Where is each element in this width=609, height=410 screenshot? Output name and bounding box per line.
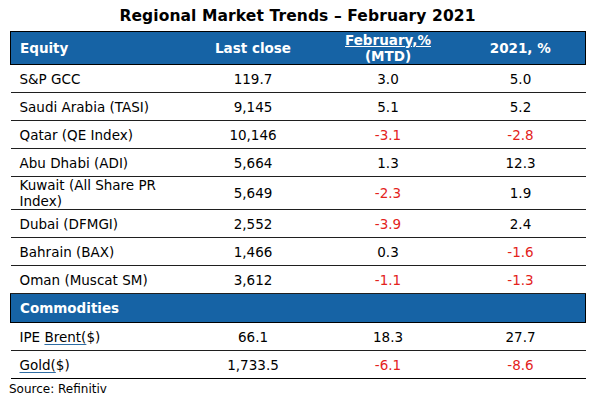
column-header-2021: 2021, %: [456, 32, 586, 65]
page-title: Regional Market Trends – February 2021: [10, 7, 585, 25]
value-cell: -2.3: [321, 177, 456, 210]
value-cell: 5.0: [456, 65, 586, 93]
value-cell: 27.7: [456, 323, 586, 351]
column-header-equity: Equity: [11, 32, 186, 65]
column-header-last-close: Last close: [186, 32, 321, 65]
value-cell: 12.3: [456, 149, 586, 177]
table-header: Equity Last close February,% (MTD) 2021,…: [11, 32, 586, 65]
row-name-cell: Dubai (DFMGI): [11, 210, 186, 238]
row-name-cell: Saudi Arabia (TASI): [11, 93, 186, 121]
value-cell: 2.4: [456, 210, 586, 238]
equity-rows: S&P GCC119.73.05.0Saudi Arabia (TASI)9,1…: [11, 65, 586, 294]
commodities-section-header: Commodities: [11, 294, 586, 323]
table-row: Gold($)1,733.5-6.1-8.6: [11, 351, 586, 379]
value-cell: 66.1: [186, 323, 321, 351]
table-row: Kuwait (All Share PR Index)5,649-2.31.9: [11, 177, 586, 210]
market-trends-table: Equity Last close February,% (MTD) 2021,…: [10, 31, 586, 379]
value-cell: -2.8: [456, 121, 586, 149]
report-page: Regional Market Trends – February 2021 E…: [0, 7, 609, 410]
row-name-cell: Gold($): [11, 351, 186, 379]
value-cell: -1.1: [321, 266, 456, 294]
row-name-cell: Kuwait (All Share PR Index): [11, 177, 186, 210]
value-cell: 3.0: [321, 65, 456, 93]
value-cell: 5,649: [186, 177, 321, 210]
table-row: S&P GCC119.73.05.0: [11, 65, 586, 93]
table-row: Dubai (DFMGI)2,552-3.92.4: [11, 210, 586, 238]
value-cell: 1.3: [321, 149, 456, 177]
name-part: $): [56, 357, 70, 373]
column-header-february-mtd: February,% (MTD): [321, 32, 456, 65]
value-cell: 5.2: [456, 93, 586, 121]
table-row: Qatar (QE Index)10,146-3.1-2.8: [11, 121, 586, 149]
value-cell: -1.6: [456, 238, 586, 266]
source-note: Source: Refinitiv: [9, 382, 609, 396]
value-cell: 119.7: [186, 65, 321, 93]
value-cell: 18.3: [321, 323, 456, 351]
name-part: IPE: [20, 329, 45, 345]
row-name-cell: Abu Dhabi (ADI): [11, 149, 186, 177]
value-cell: -8.6: [456, 351, 586, 379]
table-row: Saudi Arabia (TASI)9,1455.15.2: [11, 93, 586, 121]
february-underlined-label: February,%: [345, 32, 431, 48]
row-name-cell: S&P GCC: [11, 65, 186, 93]
commodity-rows: IPE Brent($)66.118.327.7Gold($)1,733.5-6…: [11, 323, 586, 379]
mtd-label: (MTD): [365, 48, 411, 64]
value-cell: 1,466: [186, 238, 321, 266]
table-row: Oman (Muscat SM)3,612-1.1-1.3: [11, 266, 586, 294]
underlined-name-part: Brent(: [44, 329, 86, 345]
row-name-cell: Oman (Muscat SM): [11, 266, 186, 294]
row-name-cell: IPE Brent($): [11, 323, 186, 351]
value-cell: 2,552: [186, 210, 321, 238]
value-cell: 3,612: [186, 266, 321, 294]
table-row: Abu Dhabi (ADI)5,6641.312.3: [11, 149, 586, 177]
header-row: Equity Last close February,% (MTD) 2021,…: [11, 32, 586, 65]
name-part: $): [86, 329, 100, 345]
value-cell: 5,664: [186, 149, 321, 177]
value-cell: 10,146: [186, 121, 321, 149]
value-cell: -1.3: [456, 266, 586, 294]
value-cell: 0.3: [321, 238, 456, 266]
underlined-name-part: Gold(: [20, 357, 56, 373]
value-cell: 5.1: [321, 93, 456, 121]
value-cell: -3.9: [321, 210, 456, 238]
value-cell: -3.1: [321, 121, 456, 149]
table-row: IPE Brent($)66.118.327.7: [11, 323, 586, 351]
table-row: Bahrain (BAX)1,4660.3-1.6: [11, 238, 586, 266]
commodities-section: Commodities: [11, 294, 586, 323]
value-cell: 9,145: [186, 93, 321, 121]
row-name-cell: Bahrain (BAX): [11, 238, 186, 266]
row-name-cell: Qatar (QE Index): [11, 121, 186, 149]
value-cell: -6.1: [321, 351, 456, 379]
commodities-section-label: Commodities: [11, 294, 586, 323]
value-cell: 1,733.5: [186, 351, 321, 379]
value-cell: 1.9: [456, 177, 586, 210]
